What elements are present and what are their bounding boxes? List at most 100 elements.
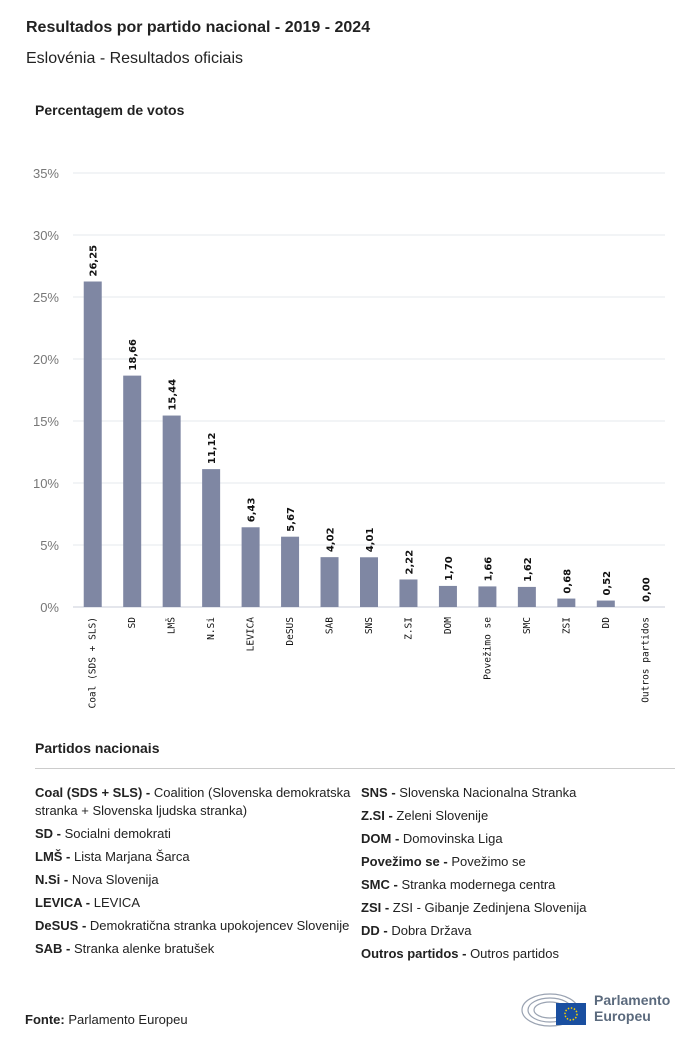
bar-value-label: 26,25	[89, 245, 100, 277]
legend-abbr: Outros partidos -	[361, 946, 467, 961]
legend-left-column: Coal (SDS + SLS) - Coalition (Slovenska …	[35, 784, 355, 963]
y-tick-label: 30%	[33, 228, 59, 243]
legend-name: ZSI - Gibanje Zedinjena Slovenija	[389, 900, 587, 915]
bar	[360, 557, 378, 607]
x-tick-label: DeSUS	[285, 617, 296, 646]
bar-chart: 0% 5% 10% 15% 20% 25% 30% 35% 26,25 Coal (SDS + S…	[33, 166, 665, 709]
legend-item: Z.SI - Zeleni Slovenije	[361, 807, 681, 825]
legend-name: LEVICA	[90, 895, 140, 910]
legend-name: Coalition (Slovenska demokratska stranka…	[35, 785, 351, 818]
x-tick-label: Coal (SDS + SLS)	[88, 617, 99, 709]
bar	[399, 579, 418, 607]
y-tick-label: 20%	[33, 352, 59, 367]
legend-item: SAB - Stranka alenke bratušek	[35, 940, 355, 958]
x-tick-label: LEVICA	[246, 617, 257, 652]
legend-item: N.Si - Nova Slovenija	[35, 871, 355, 889]
legend-right-column: SNS - Slovenska Nacionalna Stranka Z.SI -…	[361, 784, 681, 968]
bar-value-label: 4,02	[326, 527, 337, 552]
legend-divider	[35, 768, 675, 769]
legend-name: Stranka alenke bratušek	[70, 941, 215, 956]
bar	[281, 536, 300, 607]
y-tick-label: 0%	[40, 600, 59, 615]
bar-value-label: 4,01	[365, 528, 376, 553]
bar-value-label: 1,62	[523, 557, 534, 582]
bar	[438, 585, 457, 607]
legend-abbr: SAB -	[35, 941, 71, 956]
x-tick-label: ZSI	[561, 617, 572, 634]
bar-value-label: 5,67	[286, 507, 297, 532]
legend-abbr: SD -	[35, 826, 61, 841]
legend-name: Lista Marjana Šarca	[70, 849, 190, 864]
x-tick-label: SMC	[522, 617, 533, 634]
bar	[517, 586, 536, 607]
legend-name: Stranka modernega centra	[397, 877, 556, 892]
legend-item: SNS - Slovenska Nacionalna Stranka	[361, 784, 681, 802]
legend-name: Domovinska Liga	[399, 831, 503, 846]
chart-title: Resultados por partido nacional - 2019 -…	[26, 19, 371, 36]
x-tick-label: LMŠ	[166, 617, 178, 634]
legend-item: SMC - Stranka modernega centra	[361, 876, 681, 894]
bar-value-label: 2,22	[404, 550, 415, 575]
legend-item: SD - Socialni demokrati	[35, 825, 355, 843]
legend-abbr: DeSUS -	[35, 918, 87, 933]
x-tick-label: SAB	[325, 617, 336, 634]
legend-abbr: LEVICA -	[35, 895, 91, 910]
bar-value-label: 1,70	[444, 556, 455, 581]
chart-subtitle: Eslovénia - Resultados oficiais	[26, 50, 243, 67]
x-tick-label: SD	[127, 617, 138, 629]
parliament-logo: Parlamento Europeu	[520, 988, 670, 1028]
y-tick-label: 15%	[33, 414, 59, 429]
legend-item: Outros partidos - Outros partidos	[361, 945, 681, 963]
legend-abbr: LMŠ -	[35, 849, 71, 864]
bar	[320, 557, 339, 607]
bar	[557, 598, 576, 607]
y-tick-label: 10%	[33, 476, 59, 491]
bar-value-label: 18,66	[128, 339, 139, 371]
bar	[123, 375, 142, 607]
x-tick-label: Outros partidos	[640, 617, 651, 703]
bar-value-label: 11,12	[207, 432, 218, 464]
bar	[241, 527, 260, 607]
legend-item: ZSI - ZSI - Gibanje Zedinjena Slovenija	[361, 899, 681, 917]
legend-name: Povežimo se	[447, 854, 526, 869]
y-tick-label: 5%	[40, 538, 59, 553]
legend-title: Partidos nacionais	[35, 740, 160, 756]
legend-abbr: Coal (SDS + SLS) -	[35, 785, 151, 800]
bar	[162, 415, 181, 607]
legend-abbr: DD -	[361, 923, 388, 938]
bar-value-label: 1,66	[483, 557, 494, 582]
legend-abbr: SMC -	[361, 877, 398, 892]
bar-value-label: 6,43	[247, 498, 258, 523]
legend-abbr: DOM -	[361, 831, 400, 846]
bar	[83, 281, 102, 607]
legend-name: Zeleni Slovenije	[392, 808, 489, 823]
source-value: Parlamento Europeu	[68, 1012, 188, 1027]
logo-line-1: Parlamento	[594, 992, 671, 1008]
x-tick-label: N.Si	[206, 617, 217, 640]
x-tick-label: SNS	[364, 617, 375, 634]
legend-name: Demokratična stranka upokojencev Sloveni…	[86, 918, 350, 933]
legend-item: LMŠ - Lista Marjana Šarca	[35, 848, 355, 866]
legend-name: Dobra Država	[387, 923, 472, 938]
hemicycle-eu-flag-icon	[521, 993, 586, 1027]
bar	[596, 600, 615, 607]
legend-abbr: SNS -	[361, 785, 396, 800]
legend-item: DOM - Domovinska Liga	[361, 830, 681, 848]
x-tick-label: Povežimo se	[482, 617, 493, 680]
legend-name: Nova Slovenija	[68, 872, 159, 887]
source-note: Fonte: Parlamento Europeu	[25, 1012, 188, 1027]
y-axis-label: Percentagem de votos	[35, 102, 185, 118]
x-tick-label: DOM	[443, 617, 454, 634]
x-tick-label: Z.SI	[403, 617, 414, 640]
legend-abbr: Povežimo se -	[361, 854, 448, 869]
logo-line-2: Europeu	[594, 1008, 651, 1024]
legend-item: Povežimo se - Povežimo se	[361, 853, 681, 871]
x-tick-label: DD	[601, 617, 612, 629]
legend-item: LEVICA - LEVICA	[35, 894, 355, 912]
legend-item: DeSUS - Demokratična stranka upokojencev…	[35, 917, 355, 935]
bar	[478, 586, 497, 607]
legend-abbr: Z.SI -	[361, 808, 393, 823]
y-tick-label: 25%	[33, 290, 59, 305]
legend-name: Socialni demokrati	[61, 826, 171, 841]
y-tick-label: 35%	[33, 166, 59, 181]
